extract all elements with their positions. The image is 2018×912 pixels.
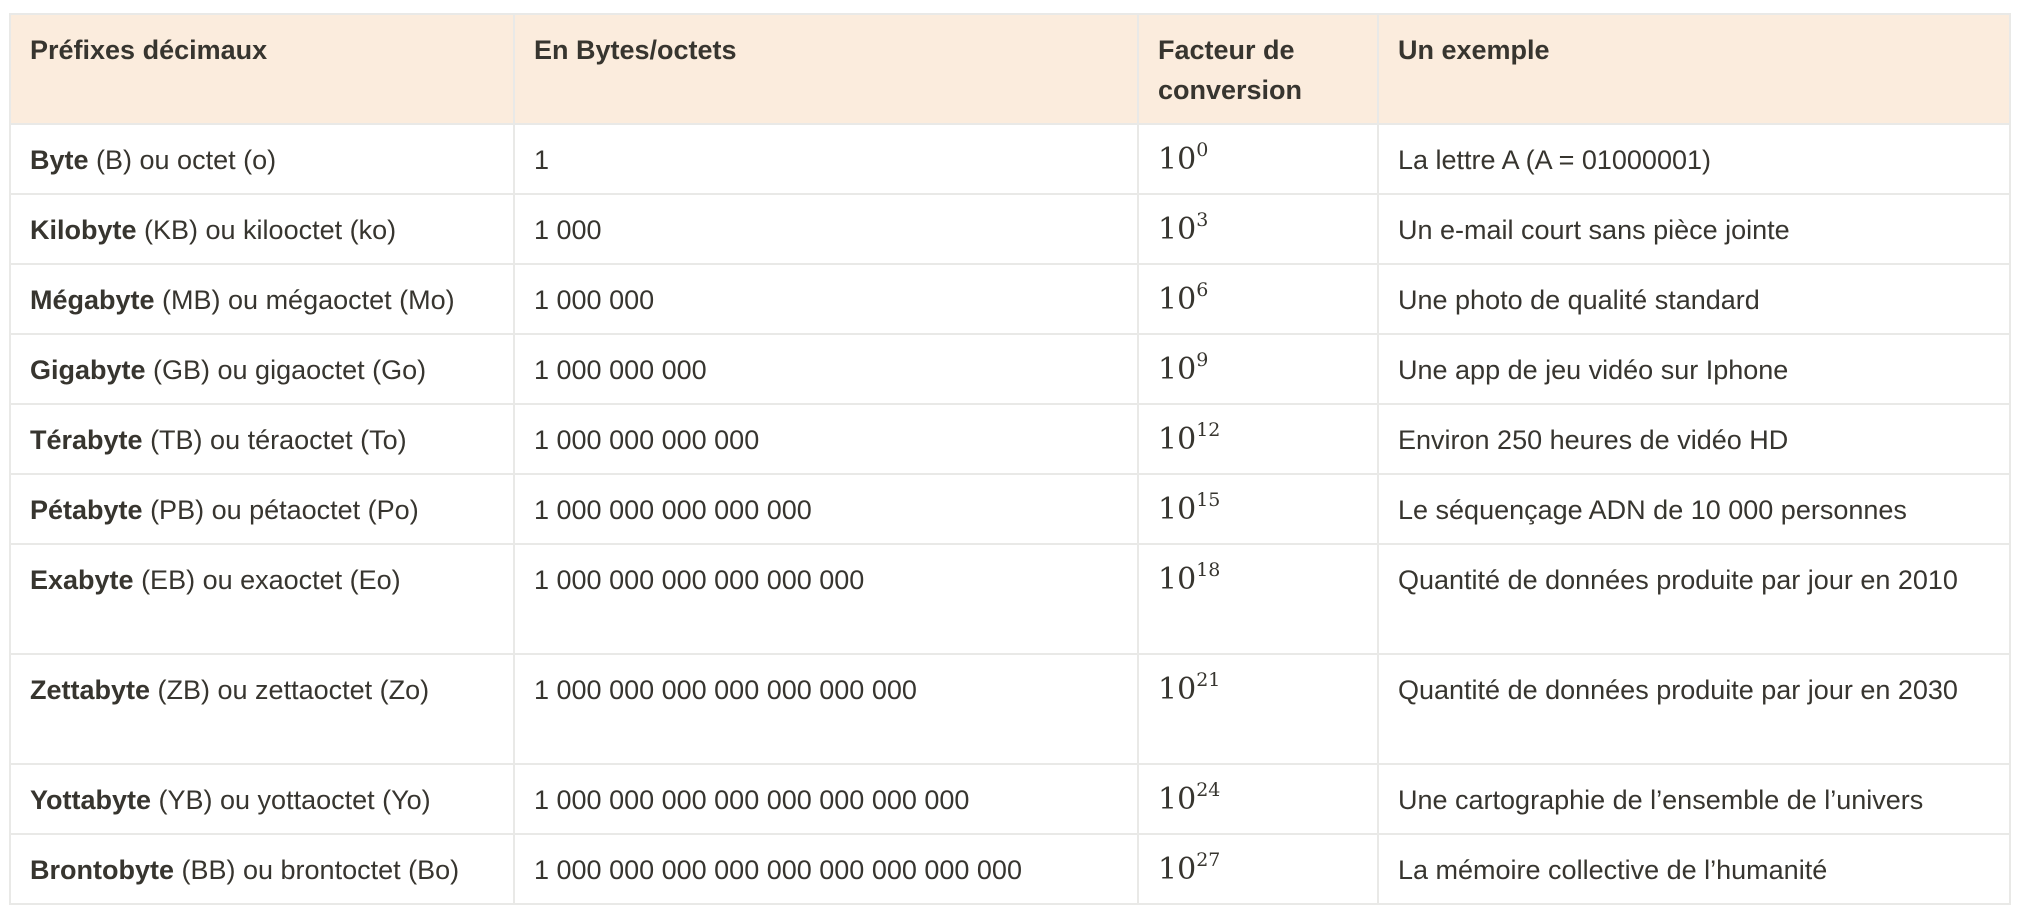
example-cell: Une cartographie de l’ensemble de l’univ…: [1377, 763, 2011, 835]
prefix-cell: Mégabyte (MB) ou mégaoctet (Mo): [9, 263, 515, 335]
prefix-name: Kilobyte: [30, 215, 137, 245]
factor-cell: 1024: [1137, 763, 1379, 835]
table-row: Zettabyte (ZB) ou zettaoctet (Zo) 1 000 …: [9, 653, 2011, 765]
factor-exponent: 12: [1196, 419, 1221, 441]
bytes-cell: 1 000 000 000 000: [513, 403, 1139, 475]
bytes-cell: 1 000 000 000: [513, 333, 1139, 405]
prefix-name: Térabyte: [30, 425, 143, 455]
prefix-cell: Exabyte (EB) ou exaoctet (Eo): [9, 543, 515, 655]
factor-base: 10: [1158, 562, 1197, 597]
factor-cell: 1015: [1137, 473, 1379, 545]
factor-exponent: 6: [1196, 279, 1209, 301]
prefix-abbrev: (TB) ou téraoctet (To): [142, 425, 407, 455]
example-cell: Le séquençage ADN de 10 000 personnes: [1377, 473, 2011, 545]
example-cell: La lettre A (A = 01000001): [1377, 123, 2011, 195]
factor-exponent: 27: [1196, 849, 1221, 871]
table-row: Térabyte (TB) ou téraoctet (To) 1 000 00…: [9, 403, 2011, 475]
factor-exponent: 9: [1196, 349, 1209, 371]
prefix-abbrev: (YB) ou yottaoctet (Yo): [151, 785, 431, 815]
prefix-name: Pétabyte: [30, 495, 143, 525]
bytes-cell: 1 000 000 000 000 000: [513, 473, 1139, 545]
prefix-abbrev: (PB) ou pétaoctet (Po): [142, 495, 419, 525]
prefix-name: Brontobyte: [30, 855, 174, 885]
factor-exponent: 24: [1196, 779, 1221, 801]
prefix-name: Zettabyte: [30, 675, 151, 705]
factor-base: 10: [1158, 282, 1197, 317]
factor-cell: 109: [1137, 333, 1379, 405]
table-row: Kilobyte (KB) ou kilooctet (ko) 1 000 10…: [9, 193, 2011, 265]
factor-cell: 100: [1137, 123, 1379, 195]
table-row: Pétabyte (PB) ou pétaoctet (Po) 1 000 00…: [9, 473, 2011, 545]
bytes-cell: 1: [513, 123, 1139, 195]
prefix-cell: Zettabyte (ZB) ou zettaoctet (Zo): [9, 653, 515, 765]
prefix-abbrev: (MB) ou mégaoctet (Mo): [154, 285, 455, 315]
prefix-abbrev: (KB) ou kilooctet (ko): [136, 215, 397, 245]
factor-cell: 1012: [1137, 403, 1379, 475]
prefix-name: Mégabyte: [30, 285, 155, 315]
table-row: Yottabyte (YB) ou yottaoctet (Yo) 1 000 …: [9, 763, 2011, 835]
factor-base: 10: [1158, 352, 1197, 387]
factor-exponent: 0: [1196, 139, 1209, 161]
example-cell: Environ 250 heures de vidéo HD: [1377, 403, 2011, 475]
factor-base: 10: [1158, 422, 1197, 457]
example-cell: Quantité de données produite par jour en…: [1377, 543, 2011, 655]
prefix-name: Exabyte: [30, 565, 134, 595]
data-units-table: Préfixes décimaux En Bytes/octets Facteu…: [9, 13, 2011, 905]
factor-exponent: 3: [1196, 209, 1209, 231]
prefix-cell: Brontobyte (BB) ou brontoctet (Bo): [9, 833, 515, 905]
header-bytes: En Bytes/octets: [513, 13, 1139, 125]
prefix-cell: Kilobyte (KB) ou kilooctet (ko): [9, 193, 515, 265]
table-container: Préfixes décimaux En Bytes/octets Facteu…: [9, 13, 2011, 905]
prefix-name: Byte: [30, 145, 89, 175]
table-row: Byte (B) ou octet (o) 1 100 La lettre A …: [9, 123, 2011, 195]
header-row: Préfixes décimaux En Bytes/octets Facteu…: [9, 13, 2011, 125]
table-row: Gigabyte (GB) ou gigaoctet (Go) 1 000 00…: [9, 333, 2011, 405]
bytes-cell: 1 000 000 000 000 000 000: [513, 543, 1139, 655]
factor-cell: 1018: [1137, 543, 1379, 655]
factor-exponent: 18: [1196, 559, 1221, 581]
factor-base: 10: [1158, 782, 1197, 817]
bytes-cell: 1 000 000 000 000 000 000 000 000 000: [513, 833, 1139, 905]
prefix-cell: Gigabyte (GB) ou gigaoctet (Go): [9, 333, 515, 405]
prefix-cell: Yottabyte (YB) ou yottaoctet (Yo): [9, 763, 515, 835]
header-example: Un exemple: [1377, 13, 2011, 125]
prefix-cell: Byte (B) ou octet (o): [9, 123, 515, 195]
bytes-cell: 1 000: [513, 193, 1139, 265]
factor-exponent: 15: [1196, 489, 1221, 511]
factor-base: 10: [1158, 212, 1197, 247]
factor-base: 10: [1158, 492, 1197, 527]
prefix-name: Gigabyte: [30, 355, 146, 385]
factor-cell: 103: [1137, 193, 1379, 265]
prefix-abbrev: (GB) ou gigaoctet (Go): [145, 355, 427, 385]
example-cell: Un e-mail court sans pièce jointe: [1377, 193, 2011, 265]
table-row: Mégabyte (MB) ou mégaoctet (Mo) 1 000 00…: [9, 263, 2011, 335]
example-cell: Quantité de données produite par jour en…: [1377, 653, 2011, 765]
example-cell: La mémoire collective de l’humanité: [1377, 833, 2011, 905]
table-row: Exabyte (EB) ou exaoctet (Eo) 1 000 000 …: [9, 543, 2011, 655]
prefix-abbrev: (ZB) ou zettaoctet (Zo): [150, 675, 430, 705]
factor-base: 10: [1158, 672, 1197, 707]
bytes-cell: 1 000 000: [513, 263, 1139, 335]
factor-cell: 1027: [1137, 833, 1379, 905]
factor-exponent: 21: [1196, 669, 1221, 691]
header-prefixes: Préfixes décimaux: [9, 13, 515, 125]
example-cell: Une app de jeu vidéo sur Iphone: [1377, 333, 2011, 405]
bytes-cell: 1 000 000 000 000 000 000 000: [513, 653, 1139, 765]
factor-cell: 1021: [1137, 653, 1379, 765]
prefix-cell: Pétabyte (PB) ou pétaoctet (Po): [9, 473, 515, 545]
prefix-cell: Térabyte (TB) ou téraoctet (To): [9, 403, 515, 475]
header-factor: Facteur de conversion: [1137, 13, 1379, 125]
table-row: Brontobyte (BB) ou brontoctet (Bo) 1 000…: [9, 833, 2011, 905]
prefix-abbrev: (BB) ou brontoctet (Bo): [174, 855, 460, 885]
example-cell: Une photo de qualité standard: [1377, 263, 2011, 335]
bytes-cell: 1 000 000 000 000 000 000 000 000: [513, 763, 1139, 835]
factor-base: 10: [1158, 852, 1197, 887]
prefix-name: Yottabyte: [30, 785, 152, 815]
factor-cell: 106: [1137, 263, 1379, 335]
prefix-abbrev: (B) ou octet (o): [88, 145, 277, 175]
factor-base: 10: [1158, 142, 1197, 177]
prefix-abbrev: (EB) ou exaoctet (Eo): [133, 565, 401, 595]
